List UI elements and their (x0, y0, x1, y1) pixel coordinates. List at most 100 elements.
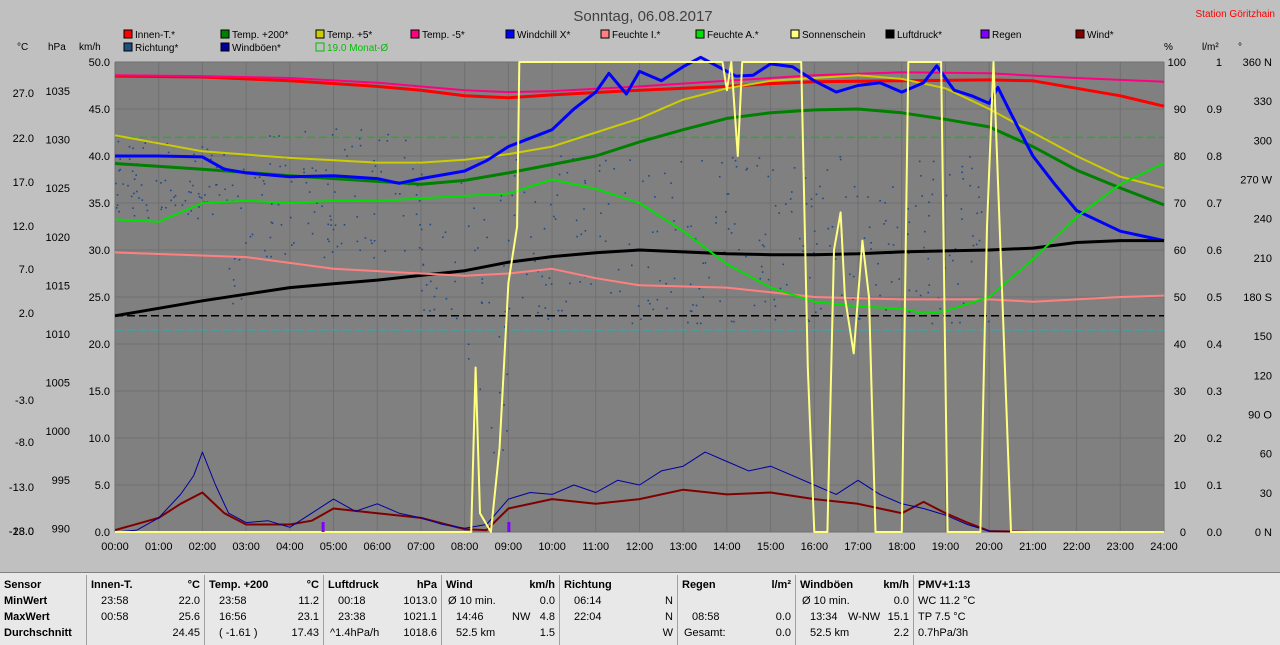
direction-dot (598, 164, 601, 167)
richtung-title: Richtung (564, 579, 612, 591)
direction-dot (699, 322, 702, 325)
series-innen-t (114, 74, 1165, 108)
direction-dot (147, 217, 150, 219)
legend-swatch (790, 29, 800, 39)
direction-dot (174, 194, 177, 197)
direction-tick-label: 240 (1254, 214, 1272, 226)
direction-dot (954, 248, 957, 250)
direction-dot (656, 230, 659, 233)
direction-dot (284, 164, 287, 167)
temp-tick-label: 12.0 (13, 221, 34, 233)
direction-dot (816, 243, 818, 245)
direction-dot (858, 318, 861, 320)
direction-dot (198, 195, 201, 198)
direction-dot (670, 182, 672, 184)
direction-dot (336, 245, 339, 248)
direction-dot (360, 129, 363, 131)
direction-dot (884, 202, 886, 204)
series-windb-en (114, 451, 1164, 533)
direction-dot (896, 226, 899, 229)
legend-item: Regen (980, 29, 1021, 41)
humidity-tick-label: 20 (1174, 433, 1186, 445)
wind-unit: km/h (529, 579, 555, 591)
direction-dot (325, 169, 327, 172)
direction-dot (892, 244, 895, 246)
direction-dot (961, 171, 963, 174)
direction-dot (210, 158, 212, 161)
direction-dot (374, 165, 377, 167)
direction-dot (258, 176, 261, 178)
direction-dot (503, 404, 505, 406)
direction-dot (504, 310, 507, 313)
direction-dot (210, 154, 213, 157)
legend-item: Windböen* (220, 42, 281, 54)
humidity-tick-label: 50 (1174, 292, 1186, 304)
direction-dot (330, 219, 332, 221)
direction-dot (654, 196, 656, 198)
direction-dot (809, 276, 811, 279)
direction-dot (753, 304, 756, 307)
direction-dot (165, 206, 167, 209)
direction-dot (204, 194, 206, 196)
direction-dot (545, 284, 547, 286)
pmv-title: PMV+1:13 (918, 579, 971, 591)
direction-dot (403, 156, 406, 159)
wind-tick-label: 10.0 (89, 433, 110, 445)
wind-tick-label: 50.0 (89, 57, 110, 69)
legend-swatch (123, 42, 133, 52)
temp200-min-val: 11.2 (298, 595, 319, 607)
direction-dot (962, 178, 965, 180)
statistics-panel: Sensor MinWert MaxWert Durchschnitt Inne… (0, 572, 1280, 645)
direction-dot (637, 305, 640, 307)
legend-label: Wind* (1087, 30, 1114, 41)
direction-dot (745, 255, 747, 258)
rain-tick-label: 0.2 (1207, 433, 1222, 445)
direction-tick-label: 150 (1254, 331, 1272, 343)
direction-dot (387, 133, 389, 136)
direction-dot (331, 251, 334, 253)
direction-dot (798, 237, 801, 240)
direction-dot (802, 250, 804, 252)
boeen-max-val: 15.1 (887, 611, 909, 623)
wind-max-val: 4.8 (539, 611, 555, 623)
direction-dot (553, 215, 555, 218)
direction-dot (192, 184, 194, 187)
direction-dot (166, 142, 168, 145)
direction-dot (523, 191, 526, 194)
direction-dot (598, 170, 601, 172)
direction-dot (371, 242, 373, 245)
direction-dot (433, 295, 436, 298)
direction-dot (251, 233, 254, 236)
stats-col-wind: Wind km/h Ø 10 min. 0.0 14:46 NW 4.8 52.5 km… (442, 575, 560, 645)
direction-dot (772, 169, 774, 171)
direction-dot (284, 253, 287, 255)
pressure-tick-label: 995 (52, 475, 70, 487)
wind-tick-label: 15.0 (89, 386, 110, 398)
direction-dot (307, 222, 310, 225)
legend-swatch (600, 29, 610, 39)
direction-dot (689, 310, 692, 312)
pressure-tick-label: 1020 (46, 232, 70, 244)
luftdruck-unit: hPa (416, 579, 437, 591)
direction-dot (271, 222, 274, 225)
direction-dot (429, 310, 431, 312)
direction-dot (883, 223, 885, 225)
direction-dot (454, 261, 457, 264)
richtung-max-time: 22:04 (574, 611, 602, 623)
direction-dot (290, 180, 293, 183)
direction-dot (278, 135, 281, 137)
direction-dot (370, 239, 372, 242)
direction-dot (200, 197, 203, 199)
humidity-tick-label: 30 (1174, 386, 1186, 398)
direction-dot (556, 194, 559, 196)
wind-max-dir: NW (512, 611, 531, 623)
direction-dot (541, 275, 544, 278)
temp-tick-label: -18.0 (9, 526, 34, 538)
direction-dot (687, 321, 689, 324)
direction-dot (718, 175, 721, 178)
rain-tick-label: 0.1 (1207, 480, 1222, 492)
x-tick-label: 12:00 (626, 541, 654, 553)
direction-dot (923, 246, 925, 249)
x-tick-label: 19:00 (932, 541, 960, 553)
direction-dot (138, 197, 140, 199)
